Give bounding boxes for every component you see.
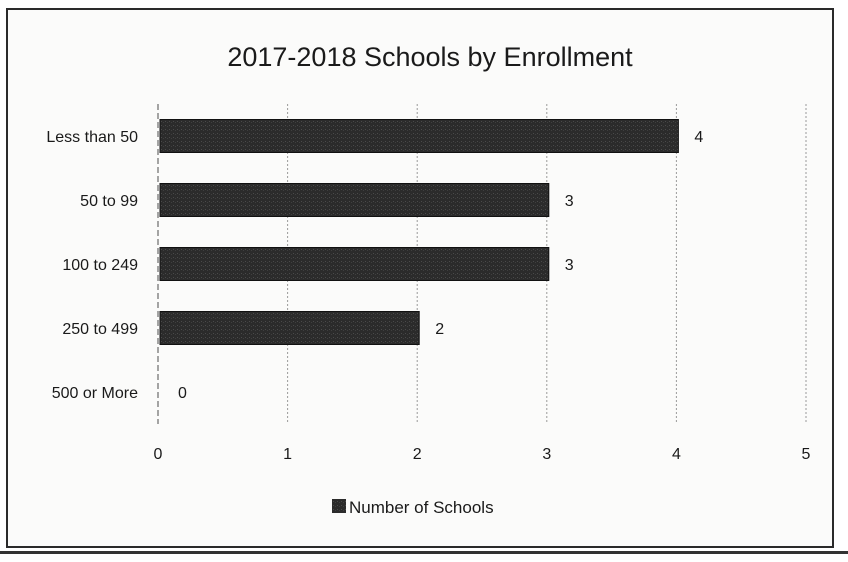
bar-layer: [159, 119, 679, 345]
chart-title: 2017-2018 Schools by Enrollment: [227, 42, 633, 72]
bar: [159, 247, 550, 281]
data-label: 4: [694, 129, 703, 146]
bar: [159, 183, 550, 217]
x-axis-ticks: 0 1 2 3 4 5: [154, 446, 811, 463]
x-tick-label: 1: [283, 446, 292, 463]
category-label: Less than 50: [46, 129, 138, 146]
category-label: 500 or More: [52, 385, 138, 402]
legend-swatch: [332, 499, 346, 513]
legend-label: Number of Schools: [349, 498, 494, 517]
category-label: 250 to 499: [62, 321, 138, 338]
data-label: 2: [435, 321, 444, 338]
category-labels: Less than 50 4 50 to 99 3 100 to 249 3 250 to …: [46, 129, 703, 402]
category-label: 50 to 99: [80, 193, 138, 210]
x-tick-label: 2: [413, 446, 422, 463]
x-tick-label: 5: [802, 446, 811, 463]
x-tick-label: 0: [154, 446, 163, 463]
category-label: 100 to 249: [62, 257, 138, 274]
x-tick-label: 3: [542, 446, 551, 463]
legend: Number of Schools: [332, 498, 494, 517]
bar: [159, 119, 679, 153]
data-label: 3: [565, 193, 574, 210]
page-edge-line: [0, 551, 848, 554]
bar: [159, 311, 420, 345]
x-tick-label: 4: [672, 446, 681, 463]
data-label: 3: [565, 257, 574, 274]
data-label: 0: [178, 385, 187, 402]
